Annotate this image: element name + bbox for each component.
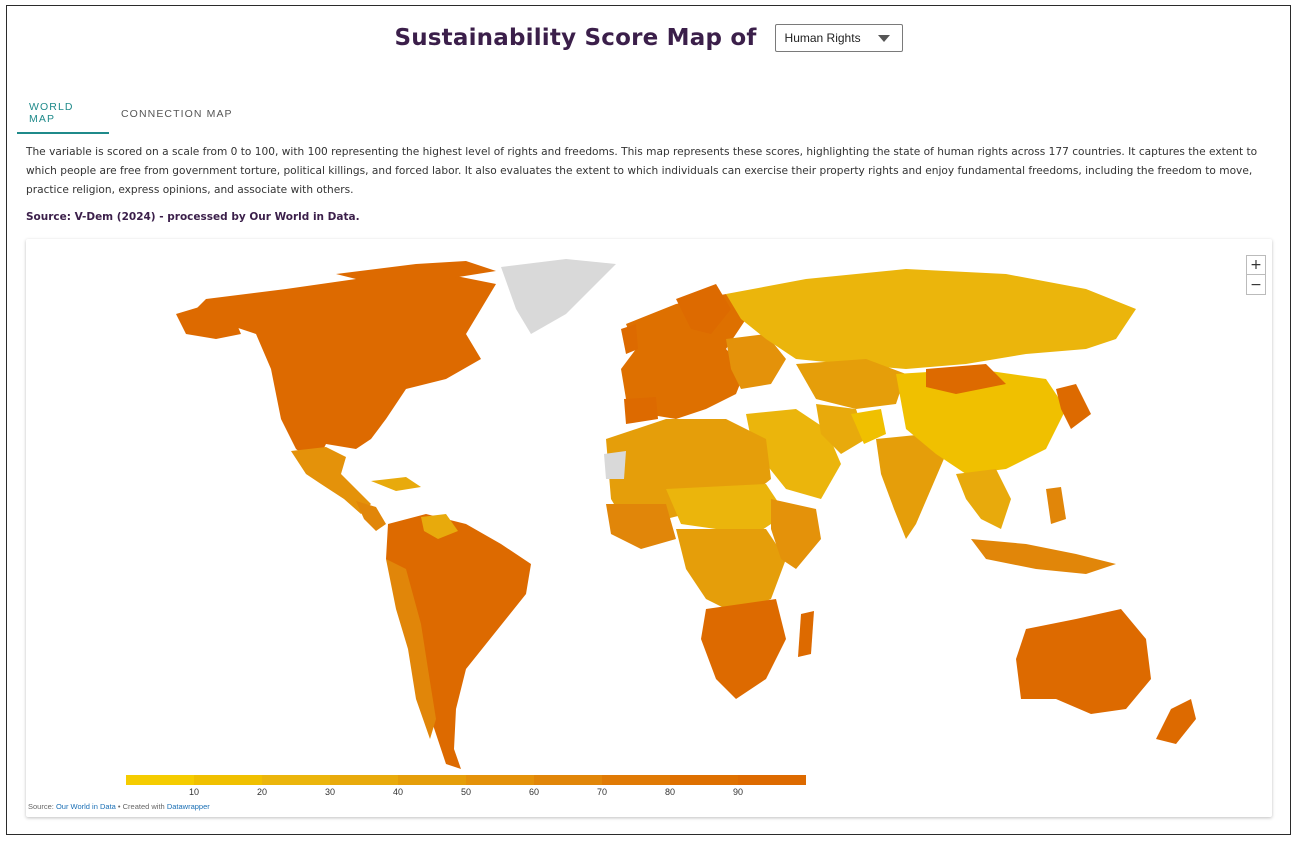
region-southern-africa	[701, 599, 786, 699]
legend-tick-label: 10	[188, 787, 199, 797]
region-afghanistan	[851, 409, 886, 444]
credit-source-link[interactable]: Our World in Data	[55, 802, 116, 811]
region-mexico	[291, 447, 371, 514]
region-china	[896, 369, 1066, 474]
chevron-down-icon	[877, 34, 890, 42]
region-central-america	[356, 501, 386, 531]
legend-swatch	[330, 775, 398, 785]
region-eastern-europe	[726, 334, 786, 389]
legend-swatch	[126, 775, 194, 785]
region-indonesia	[971, 539, 1116, 574]
credit-tool-link[interactable]: Datawrapper	[166, 802, 210, 811]
map-container[interactable]: + − 10 20 30 40 50 60 70 80 90 Source: Our World…	[26, 239, 1272, 817]
region-alaska	[176, 299, 241, 339]
legend-tick-label: 60	[528, 787, 539, 797]
legend-tick-label: 40	[392, 787, 403, 797]
region-madagascar	[798, 611, 814, 657]
region-greenland	[501, 259, 616, 334]
region-south-america	[386, 514, 531, 769]
region-andes-west	[386, 559, 436, 739]
region-central-africa	[676, 529, 786, 614]
credit-middle: • Created with	[115, 802, 167, 811]
legend-tick-label: 90	[732, 787, 743, 797]
region-philippines	[1046, 487, 1066, 524]
map-credit: Source: Our World in Data • Created with…	[28, 802, 210, 811]
legend-tick-label: 80	[664, 787, 675, 797]
legend-tick-label: 70	[596, 787, 607, 797]
tab-world-map[interactable]: WORLD MAP	[17, 94, 109, 134]
region-mongolia	[926, 364, 1006, 394]
region-sahel	[666, 484, 786, 534]
legend-tick-label: 50	[460, 787, 471, 797]
region-east-africa	[771, 499, 821, 569]
region-scandinavia	[676, 284, 731, 334]
region-iberia	[624, 397, 658, 424]
region-uk	[621, 324, 638, 354]
region-western-sahara	[604, 451, 626, 479]
region-west-africa	[606, 504, 676, 549]
legend-swatch	[602, 775, 670, 785]
legend-swatch	[194, 775, 262, 785]
variable-description: The variable is scored on a scale from 0…	[26, 146, 1258, 196]
region-new-zealand	[1156, 699, 1196, 744]
legend-tick-label: 30	[324, 787, 335, 797]
region-arctic-islands	[336, 261, 496, 284]
map-tabs: WORLD MAP CONNECTION MAP	[17, 94, 245, 134]
region-australia	[1016, 609, 1151, 714]
zoom-controls: + −	[1246, 255, 1266, 295]
region-korea-japan	[1056, 384, 1091, 429]
world-map[interactable]	[26, 239, 1272, 817]
region-middle-east	[746, 409, 841, 499]
legend-color-scale	[126, 775, 806, 785]
variable-select-value: Human Rights	[784, 31, 861, 45]
region-central-asia	[796, 359, 906, 409]
legend-swatch	[670, 775, 738, 785]
legend-swatch	[398, 775, 466, 785]
region-venezuela	[421, 514, 458, 539]
zoom-in-button[interactable]: +	[1246, 255, 1266, 275]
legend-ticks: 10 20 30 40 50 60 70 80 90	[126, 785, 806, 799]
region-india	[876, 434, 946, 539]
legend-swatch	[466, 775, 534, 785]
header: Sustainability Score Map of Human Rights	[7, 24, 1290, 52]
credit-prefix: Source:	[28, 802, 56, 811]
app-frame: Sustainability Score Map of Human Rights…	[6, 5, 1291, 835]
source-line: Source: V-Dem (2024) - processed by Our …	[26, 211, 360, 223]
region-north-america	[186, 274, 496, 464]
variable-select[interactable]: Human Rights	[774, 24, 903, 52]
legend-swatch	[262, 775, 330, 785]
legend-swatch	[534, 775, 602, 785]
tab-connection-map[interactable]: CONNECTION MAP	[121, 108, 233, 120]
zoom-out-button[interactable]: −	[1246, 275, 1266, 295]
legend-swatch	[738, 775, 806, 785]
region-caribbean	[371, 477, 421, 491]
legend-tick-label: 20	[256, 787, 267, 797]
region-southeast-asia	[956, 469, 1011, 529]
region-russia	[726, 269, 1136, 369]
page-title: Sustainability Score Map of	[394, 25, 757, 51]
map-legend: 10 20 30 40 50 60 70 80 90	[126, 775, 806, 799]
